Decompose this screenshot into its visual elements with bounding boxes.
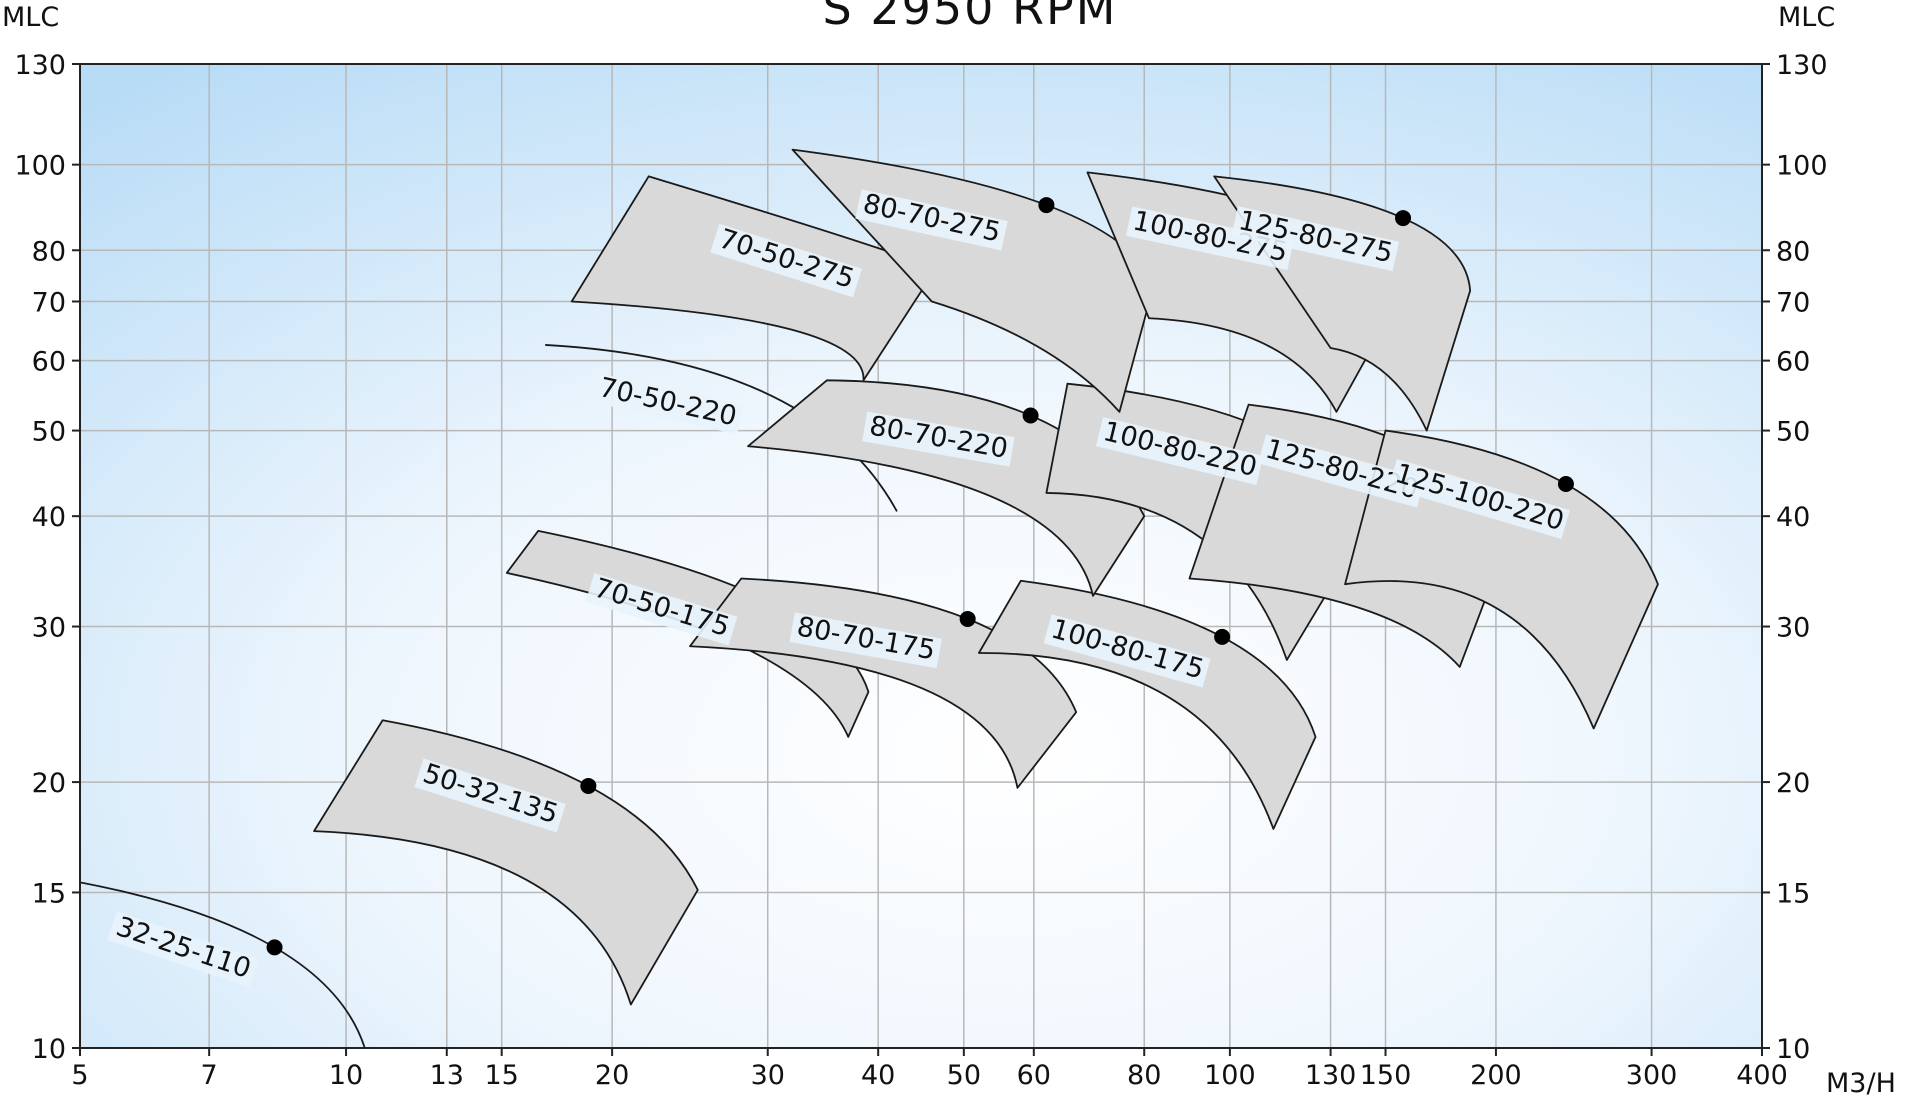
series-80-70-220 [747, 379, 1146, 597]
y-tick-label-right: 50 [1776, 417, 1810, 448]
pump-label-background [585, 573, 738, 646]
x-tick-label: 10 [329, 1060, 363, 1091]
y-tick-label-left: 40 [32, 502, 66, 533]
pump-label-background [591, 372, 744, 435]
pump-label-background [1388, 458, 1570, 539]
x-tick-label: 80 [1127, 1060, 1161, 1091]
y-tick-label-right: 130 [1776, 50, 1828, 81]
axis-ticks: 5 7 10 13 15 20 30 40 50 60 80 100 130 150 200 300 40010… [14, 50, 1827, 1091]
y-tick-label-right: 60 [1776, 347, 1810, 378]
series-50-32-135 [313, 719, 699, 1006]
series-32-25-110 [80, 881, 366, 1048]
pump-label-background [1231, 206, 1400, 272]
y-tick-label-left: 70 [32, 287, 66, 318]
pump-label-background [789, 612, 942, 669]
operating-area [689, 577, 1078, 789]
y-tick-label-right: 40 [1776, 502, 1810, 533]
pump-label-background [1095, 416, 1264, 486]
chart-title: S 2950 RPM [823, 0, 1118, 35]
pump-label-background [862, 411, 1015, 467]
operating-area [747, 379, 1146, 597]
pump-label-background [414, 758, 566, 833]
bep-point [1395, 210, 1412, 227]
pump-label-background [1126, 206, 1294, 271]
x-tick-label: 13 [430, 1060, 464, 1091]
y-tick-label-left: 20 [32, 768, 66, 799]
bep-point [580, 777, 597, 794]
y-axis-label-left: MLC [2, 2, 59, 33]
y-tick-label-left: 130 [14, 50, 66, 81]
y-tick-label-right: 30 [1776, 613, 1810, 644]
x-tick-label: 40 [861, 1060, 895, 1091]
x-tick-label: 300 [1626, 1060, 1678, 1091]
y-tick-label-left: 10 [32, 1034, 66, 1065]
y-tick-label-left: 80 [32, 236, 66, 267]
pump-label-background [855, 189, 1008, 251]
series-125-100-220 [1344, 429, 1659, 730]
x-axis-label: M3/H [1826, 1068, 1896, 1099]
y-tick-label-right: 15 [1776, 878, 1810, 909]
operating-area [1344, 429, 1659, 730]
x-tick-label: 150 [1360, 1060, 1412, 1091]
bep-point [1557, 475, 1574, 492]
bep-point [959, 610, 976, 627]
pump-label-background [1043, 614, 1211, 688]
pump-label-background [107, 911, 259, 988]
bep-point [1214, 628, 1231, 645]
series-70-50-220 [545, 344, 898, 512]
x-tick-label: 5 [71, 1060, 88, 1091]
x-tick-label: 50 [947, 1060, 981, 1091]
x-tick-label: 7 [201, 1060, 218, 1091]
x-tick-label: 100 [1204, 1060, 1256, 1091]
series-80-70-175 [689, 577, 1078, 789]
y-tick-label-left: 60 [32, 347, 66, 378]
bep-point [1022, 407, 1039, 424]
plot-frame [79, 63, 1763, 1049]
pump-label-background [1257, 434, 1425, 508]
bep-point [266, 939, 283, 956]
y-tick-label-left: 50 [32, 417, 66, 448]
operating-area [313, 719, 699, 1006]
y-tick-label-right: 10 [1776, 1034, 1810, 1065]
y-tick-label-right: 100 [1776, 151, 1828, 182]
y-tick-label-left: 100 [14, 151, 66, 182]
y-tick-label-right: 20 [1776, 768, 1810, 799]
pump-curve [545, 344, 898, 512]
x-tick-label: 60 [1017, 1060, 1051, 1091]
bep-point [1038, 197, 1055, 214]
y-tick-label-left: 30 [32, 613, 66, 644]
x-tick-label: 400 [1736, 1060, 1788, 1091]
x-tick-label: 200 [1470, 1060, 1522, 1091]
y-tick-label-right: 70 [1776, 287, 1810, 318]
x-tick-label: 30 [751, 1060, 785, 1091]
x-tick-label: 20 [595, 1060, 629, 1091]
x-tick-label: 130 [1305, 1060, 1357, 1091]
x-tick-label: 15 [485, 1060, 519, 1091]
y-tick-label-left: 15 [32, 878, 66, 909]
y-tick-label-right: 80 [1776, 236, 1810, 267]
y-axis-label-right: MLC [1778, 2, 1835, 33]
pump-label-background [710, 223, 862, 298]
